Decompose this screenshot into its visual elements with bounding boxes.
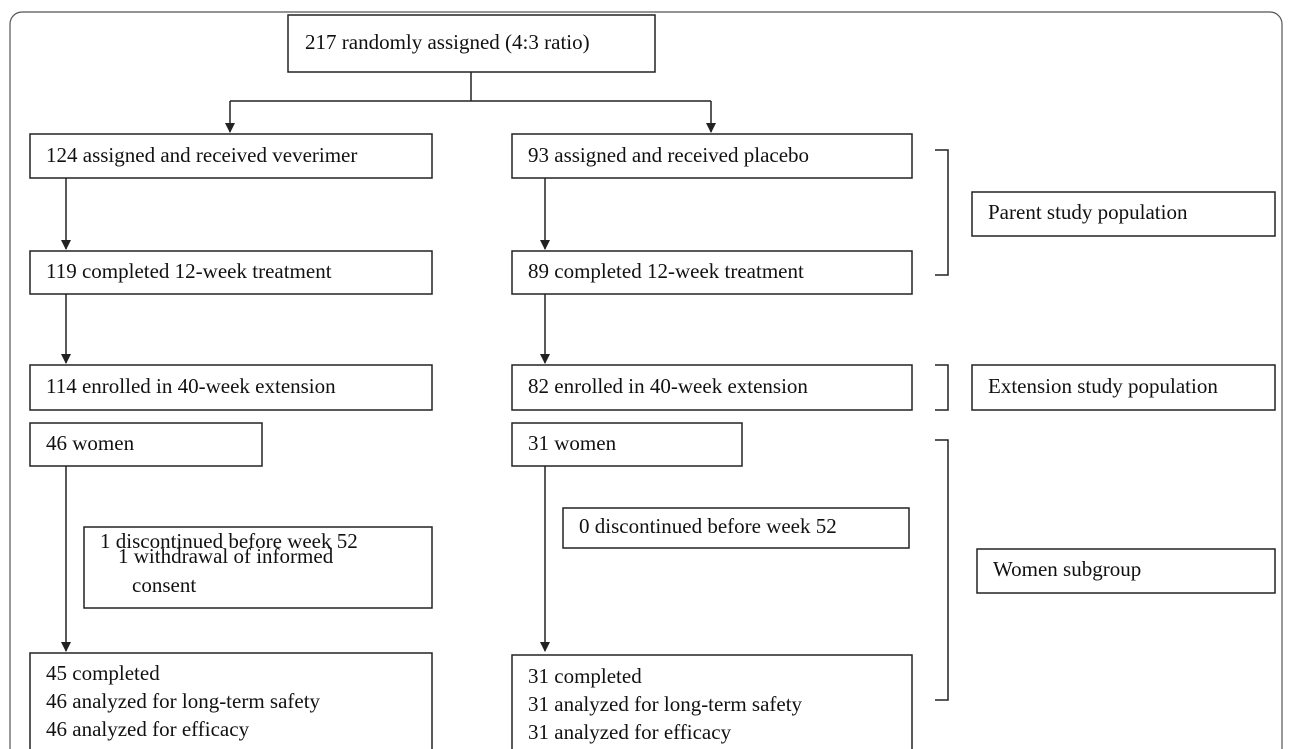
group-label: Parent study population: [988, 200, 1188, 224]
node-text: 31 analyzed for efficacy: [528, 720, 732, 744]
node-text: 124 assigned and received veverimer: [46, 143, 357, 167]
node-text: 1 withdrawal of informed: [118, 544, 334, 568]
frame: [9, 11, 1283, 749]
node-text: 114 enrolled in 40-week extension: [46, 374, 336, 398]
node-text: 46 analyzed for long-term safety: [46, 689, 321, 713]
node-text: 89 completed 12-week treatment: [528, 259, 804, 283]
node-text: consent: [132, 573, 196, 597]
node-text: 93 assigned and received placebo: [528, 143, 809, 167]
node-text: 46 women: [46, 431, 135, 455]
node-text: 82 enrolled in 40-week extension: [528, 374, 808, 398]
node-text: 45 completed: [46, 661, 160, 685]
node-text: 31 analyzed for long-term safety: [528, 692, 803, 716]
group-label: Women subgroup: [993, 557, 1141, 581]
node-text: 217 randomly assigned (4:3 ratio): [305, 30, 590, 54]
connectors: [61, 72, 949, 701]
boxes: [29, 14, 1276, 749]
node-text: 1 discontinued before week 52: [100, 529, 358, 553]
node-text: 31 women: [528, 431, 617, 455]
group-label: Extension study population: [988, 374, 1218, 398]
node-text: 31 completed: [528, 664, 642, 688]
node-text: 0 discontinued before week 52: [579, 514, 837, 538]
node-text: 46 analyzed for efficacy: [46, 717, 250, 741]
node-text: 119 completed 12-week treatment: [46, 259, 332, 283]
